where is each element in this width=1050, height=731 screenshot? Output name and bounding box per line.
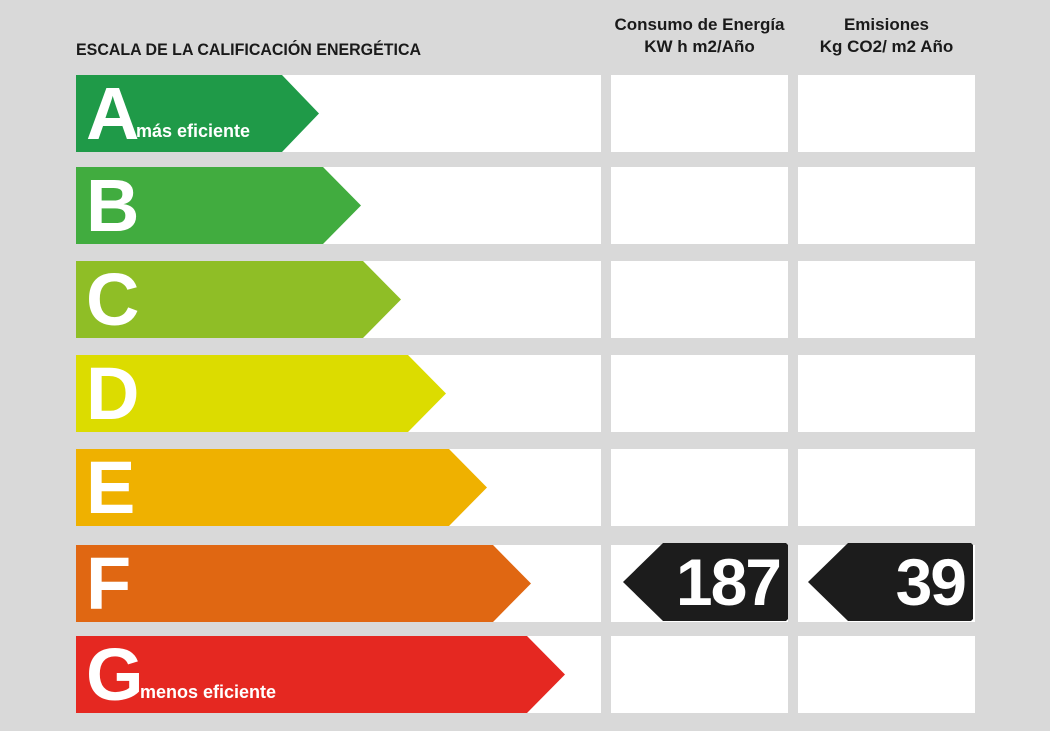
arrow-fill-g [76,636,565,713]
arrow-fill-f [76,545,531,622]
energy-value: 187 [675,545,782,619]
energy-cell-f: 187 [611,543,788,622]
arrow-shape [76,167,361,244]
marker-fill [623,543,788,621]
rating-letter-f: F [86,542,132,625]
arrow-shape [76,355,446,432]
arrow-fill-c [76,261,401,338]
rating-arrow-g: G menos eficiente [76,636,566,713]
rating-letter-g: G [86,633,144,716]
rating-letter-d: D [86,352,140,435]
marker-fill [808,543,973,621]
emissions-cell-a [798,75,975,152]
emissions-value-marker: 39 [808,543,973,621]
rating-arrow-f: F [76,545,532,622]
energy-cell-d [611,355,788,432]
arrow-fill-b [76,167,361,244]
emissions-cell-b [798,167,975,244]
arrow-shape [76,261,401,338]
rating-arrow-b: B [76,167,362,244]
rating-letter-a: A [86,72,140,155]
emissions-header-line1: Emisiones [843,15,930,34]
energy-cell-c [611,261,788,338]
rating-arrow-d: D [76,355,447,432]
energy-cell-a [611,75,788,152]
emissions-cell-g [798,636,975,713]
energy-value-marker: 187 [623,543,788,621]
energy-cell-e [611,449,788,526]
emissions-header-line2: Kg CO2/ m2 Año [819,37,954,56]
emissions-cell-f: 39 [798,543,975,622]
rating-arrow-e: E [76,449,488,526]
arrow-shape [76,449,487,526]
emissions-value: 39 [895,545,967,619]
rating-sublabel-g: menos eficiente [140,682,277,702]
energy-column-header: Consumo de Energía KW h m2/Año [611,14,788,58]
rating-letter-c: C [86,258,140,341]
rating-sublabel-a: más eficiente [136,121,251,141]
marker-shape [623,543,788,621]
energy-cell-g [611,636,788,713]
rating-letter-e: E [86,446,136,529]
emissions-cell-d [798,355,975,432]
emissions-cell-e [798,449,975,526]
arrow-fill-e [76,449,487,526]
rating-arrow-a: A más eficiente [76,75,320,152]
energy-header-line1: Consumo de Energía [614,15,785,34]
arrow-fill-a [76,75,319,152]
arrow-shape [76,545,531,622]
emissions-cell-c [798,261,975,338]
marker-shape [808,543,973,621]
arrow-fill-d [76,355,446,432]
arrow-shape [76,75,319,152]
arrow-shape [76,636,565,713]
scale-title: ESCALA DE LA CALIFICACIÓN ENERGÉTICA [76,40,422,59]
rating-arrow-c: C [76,261,402,338]
energy-header-line2: KW h m2/Año [644,37,755,56]
rating-letter-b: B [86,164,140,247]
energy-cell-b [611,167,788,244]
emissions-column-header: Emisiones Kg CO2/ m2 Año [798,14,975,58]
